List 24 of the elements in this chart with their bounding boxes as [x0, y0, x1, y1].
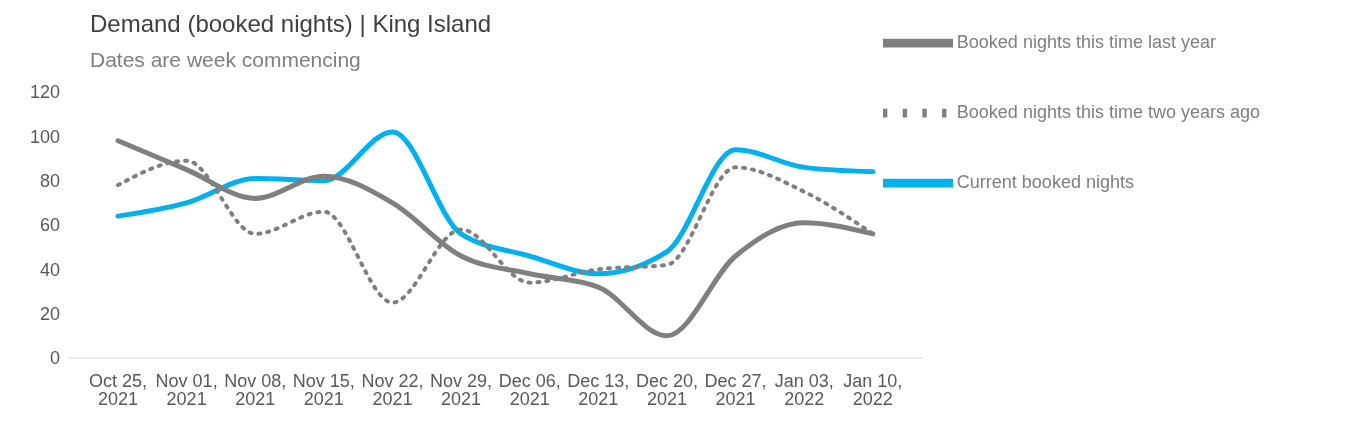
x-tick-label: Jan 10, 2022: [843, 370, 903, 409]
legend-label: Booked nights this time last year: [956, 31, 1216, 52]
chart-subtitle: Dates are week commencing: [90, 48, 361, 72]
x-tick-label: Dec 27, 2021: [704, 370, 767, 409]
y-tick-label: 60: [39, 215, 60, 236]
x-tick-label: Dec 20, 2021: [635, 370, 698, 409]
y-tick-label: 80: [39, 171, 60, 192]
x-tick-label: Nov 15, 2021: [292, 370, 355, 409]
x-tick-label: Jan 03, 2022: [774, 370, 834, 409]
legend-label: Current booked nights: [956, 171, 1134, 192]
y-tick-label: 40: [39, 259, 60, 280]
x-tick-label: Nov 08, 2021: [224, 370, 287, 409]
x-tick-label: Nov 01, 2021: [155, 370, 218, 409]
x-tick-label: Nov 29, 2021: [430, 370, 493, 409]
y-tick-label: 100: [29, 126, 60, 147]
x-tick-label: Dec 06, 2021: [498, 370, 561, 409]
y-tick-label: 120: [29, 82, 60, 103]
chart-title: Demand (booked nights) | King Island: [90, 10, 492, 38]
y-tick-label: 20: [39, 304, 60, 325]
y-tick-label: 0: [49, 348, 60, 369]
legend-label: Booked nights this time two years ago: [956, 101, 1260, 122]
x-tick-label: Nov 22, 2021: [361, 370, 424, 409]
x-tick-label: Dec 13, 2021: [567, 370, 630, 409]
x-tick-label: Oct 25, 2021: [88, 370, 148, 409]
